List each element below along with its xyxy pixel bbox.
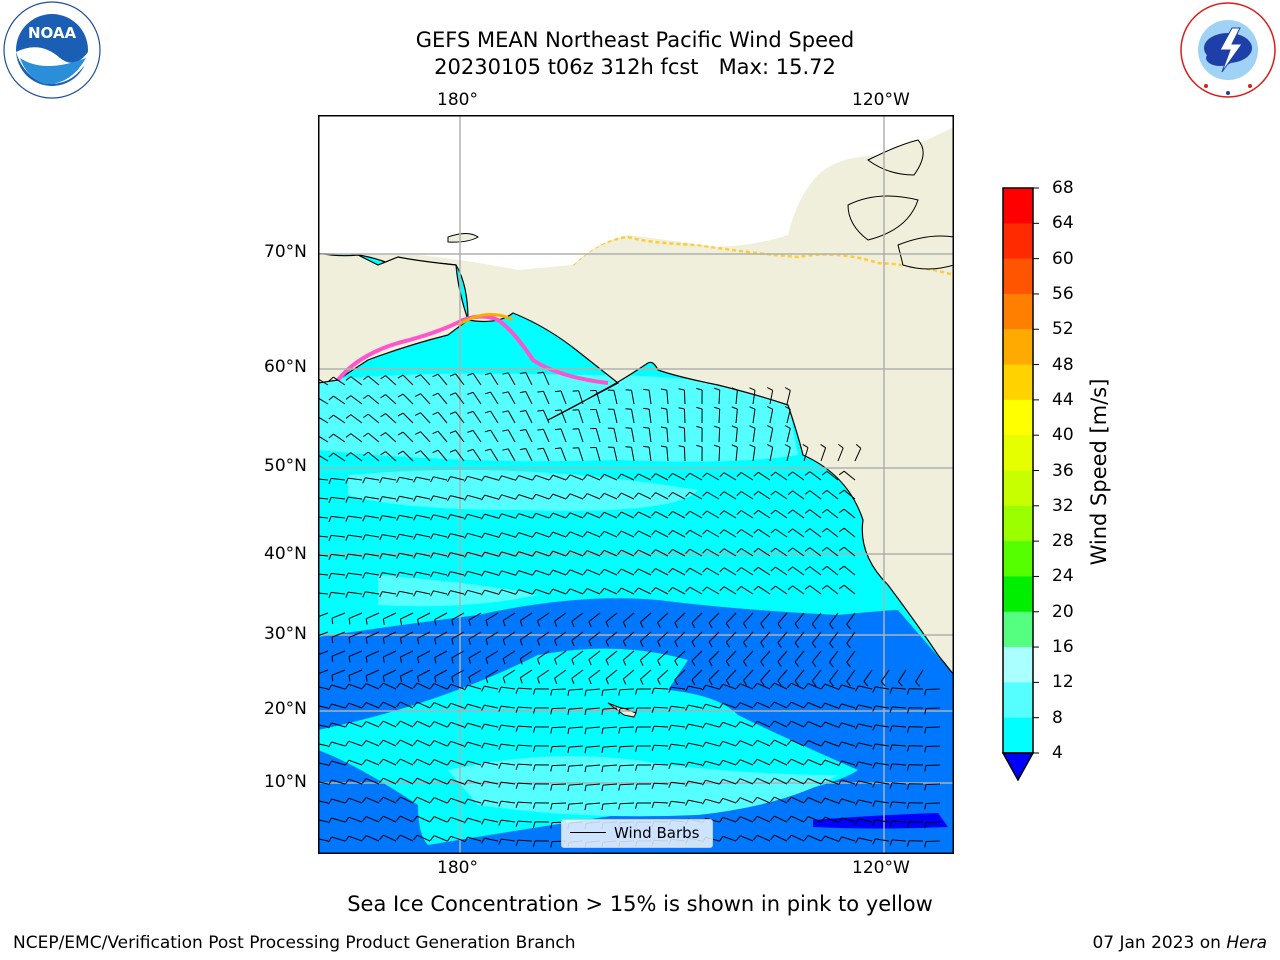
- map-legend: Wind Barbs: [561, 819, 713, 848]
- colorbar-tick-label: 40: [1052, 425, 1074, 446]
- top-lon-label: 120°W: [852, 90, 910, 110]
- noaa-logo-text: NOAA: [28, 24, 77, 42]
- map-subtitle: 20230105 t06z 312h fcst Max: 15.72: [434, 55, 836, 79]
- wind-barb-legend-line: [570, 832, 606, 833]
- colorbar-band: [1003, 435, 1033, 471]
- colorbar-tick-label: 24: [1052, 566, 1074, 587]
- lat-label: 30°N: [264, 624, 307, 644]
- colorbar-tick-label: 8: [1052, 707, 1063, 728]
- colorbar-tick-label: 36: [1052, 460, 1074, 481]
- colorbar-band: [1003, 576, 1033, 613]
- wind-zone-12-16: [318, 373, 798, 462]
- colorbar-tick-label: 28: [1052, 531, 1074, 552]
- wind-zone-12-16: [348, 470, 698, 511]
- legend-label: Wind Barbs: [614, 824, 700, 842]
- colorbar-band: [1003, 399, 1033, 436]
- colorbar-tick-label: 52: [1052, 319, 1074, 340]
- colorbar-band: [1003, 258, 1033, 295]
- colorbar-band: [1003, 505, 1033, 542]
- wind-speed-map: [318, 115, 954, 854]
- colorbar-tick-label: 12: [1052, 672, 1074, 693]
- footer-date-host: 07 Jan 2023 on Hera: [1092, 932, 1267, 954]
- wind-zone-12-16: [448, 756, 838, 817]
- lat-label: 10°N: [264, 772, 307, 792]
- colorbar-tick-label: 20: [1052, 601, 1074, 622]
- lat-label: 50°N: [264, 456, 307, 476]
- colorbar-tick-label: 56: [1052, 283, 1074, 304]
- graticule: [318, 115, 954, 854]
- land-arctic-island: [867, 139, 924, 176]
- colorbar-tick-label: 32: [1052, 495, 1074, 516]
- colorbar-tick-label: 60: [1052, 248, 1074, 269]
- colorbar-band: [1003, 541, 1033, 577]
- colorbar-band: [1003, 682, 1033, 719]
- colorbar-band: [1003, 470, 1033, 507]
- land-arctic-island: [847, 195, 919, 241]
- lat-label: 20°N: [264, 699, 307, 719]
- colorbar-band: [1003, 647, 1033, 683]
- land-arctic-island: [897, 235, 954, 270]
- sea-ice-edge: [572, 235, 954, 277]
- wind-zone-12-16: [378, 575, 538, 607]
- noaa-logo: NOAA: [3, 1, 101, 99]
- lat-label: 70°N: [264, 242, 307, 262]
- lat-label: 60°N: [264, 357, 307, 377]
- footer-date: 07 Jan 2023 on: [1092, 933, 1227, 953]
- colorbar-tick-label: 16: [1052, 637, 1074, 658]
- map-title: GEFS MEAN Northeast Pacific Wind Speed: [415, 28, 855, 52]
- arctic-ocean: [318, 115, 954, 270]
- colorbar-band: [1003, 188, 1033, 224]
- colorbar: [1001, 187, 1039, 782]
- colorbar-tick-label: 44: [1052, 389, 1074, 410]
- colorbar-title: Wind Speed [m/s]: [1087, 378, 1111, 566]
- colorbar-band: [1003, 611, 1033, 648]
- colorbar-tick-label: 48: [1052, 354, 1074, 375]
- wind-barbs: [318, 371, 941, 849]
- bottom-lon-label: 120°W: [852, 858, 910, 878]
- colorbar-band: [1003, 364, 1033, 401]
- colorbar-extend-arrow: [1001, 752, 1035, 782]
- nws-logo: [1180, 2, 1276, 98]
- map-frame: [318, 115, 954, 854]
- colorbar-band: [1003, 717, 1033, 754]
- lat-label: 40°N: [264, 544, 307, 564]
- colorbar-tick-label: 4: [1052, 743, 1063, 763]
- footer-branch: NCEP/EMC/Verification Post Processing Pr…: [13, 933, 576, 953]
- bottom-lon-label: 180°: [437, 858, 478, 878]
- sea-ice-note: Sea Ice Concentration > 15% is shown in …: [347, 892, 933, 916]
- sea-ice-edge: [457, 313, 514, 327]
- colorbar-band: [1003, 223, 1033, 260]
- land-siberia: [318, 252, 469, 384]
- top-lon-label: 180°: [437, 90, 478, 110]
- colorbar-tick-label: 68: [1052, 178, 1074, 198]
- footer-host: Hera: [1226, 933, 1267, 953]
- colorbar-tick-label: 64: [1052, 213, 1074, 234]
- colorbar-band: [1003, 293, 1033, 330]
- colorbar-band: [1003, 329, 1033, 366]
